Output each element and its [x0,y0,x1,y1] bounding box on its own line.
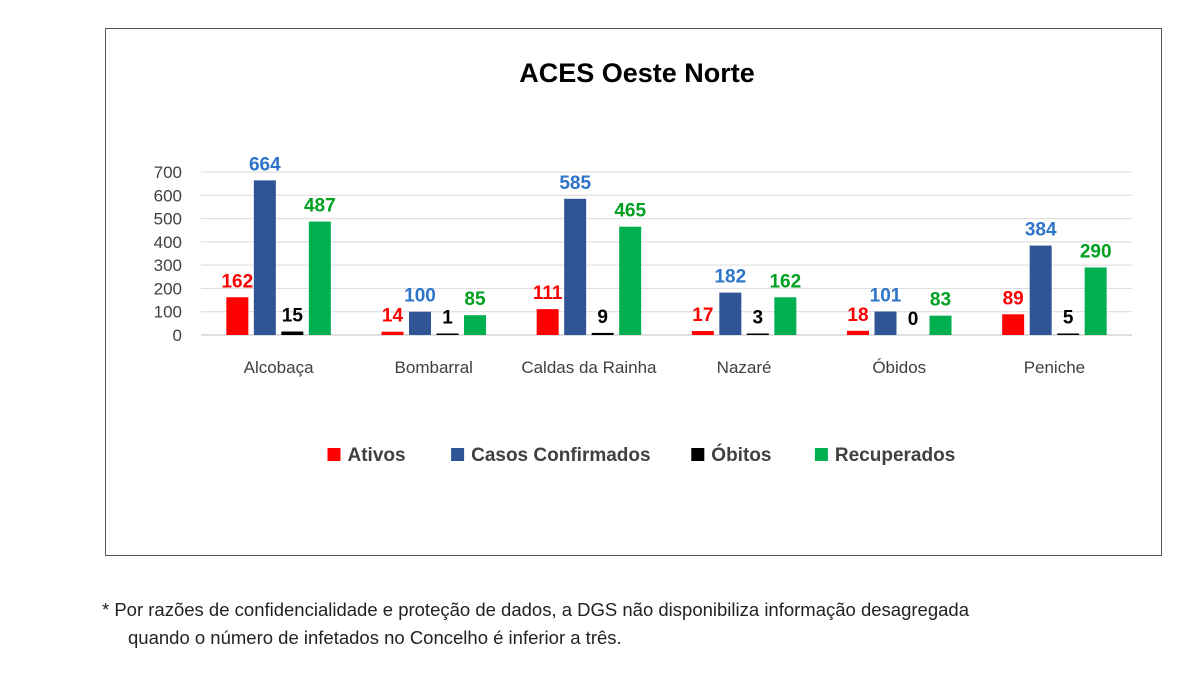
footnote-line-1: * Por razões de confidencialidade e prot… [102,599,969,620]
bar-recuperados [464,315,486,335]
y-tick-label: 500 [154,210,182,229]
y-tick-label: 200 [154,279,182,298]
data-label: 9 [597,307,608,328]
x-category-label: Bombarral [395,358,473,377]
data-label: 85 [464,289,486,310]
bar-ativos [847,330,869,335]
data-label: 585 [559,173,591,194]
data-label: 14 [382,306,404,327]
bar-ativos [226,297,249,335]
x-axis-categories: Alcobaça Bombarral Caldas da Rainha Nazaré Ó… [244,358,1086,377]
legend-label: Casos Confirmados [471,445,650,466]
data-label: 162 [221,271,253,292]
data-label: 1 [442,308,453,329]
y-tick-label: 300 [154,256,182,275]
data-label: 83 [930,290,951,311]
y-axis-ticks: 0 100 200 300 400 500 600 700 [154,163,182,345]
bar-casos-confirmados [564,198,587,335]
bar-casos-confirmados [1029,245,1052,335]
bar-óbitos [281,331,304,335]
bar-casos-confirmados [874,311,897,335]
data-label: 100 [404,286,436,307]
y-tick-label: 100 [154,303,182,322]
data-label: 17 [692,305,713,326]
bar-casos-confirmados [253,180,276,335]
legend-swatch [814,448,828,461]
y-tick-label: 0 [173,326,182,345]
footnote: * Por razões de confidencialidade e prot… [102,596,1182,652]
data-label: 89 [1003,288,1024,309]
bar-óbitos [436,333,459,335]
data-label: 3 [753,308,764,329]
legend-swatch [451,448,465,461]
bar-óbitos [1057,333,1080,335]
legend-label: Ativos [348,445,406,466]
legend: Ativos Casos Confirmados Óbitos Recuperados [327,444,955,466]
bar-recuperados [774,297,797,335]
bar-casos-confirmados [409,311,431,335]
bars [226,180,1107,335]
chart-svg: ACES Oeste Norte 0100200300400500600700 … [154,58,1132,466]
data-label: 15 [282,306,304,327]
data-label: 384 [1025,220,1057,241]
x-category-label: Caldas da Rainha [521,358,657,377]
bar-ativos [691,331,714,335]
data-label: 487 [304,196,336,217]
data-label: 0 [908,309,919,330]
bar-ativos [536,309,559,335]
chart-title: ACES Oeste Norte [519,58,755,88]
y-tick-label: 700 [154,163,182,182]
bar-recuperados [308,221,331,335]
bar-recuperados [1084,267,1107,335]
data-label: 182 [714,267,746,288]
bar-óbitos [746,333,769,335]
data-label: 162 [769,271,801,292]
legend-swatch [691,448,705,461]
bar-recuperados [929,315,952,335]
bar-ativos [1002,314,1025,335]
data-label: 465 [614,201,646,222]
bar-óbitos [591,332,614,335]
data-label: 664 [249,154,281,175]
bar-recuperados [619,226,642,335]
legend-label: Recuperados [835,445,955,466]
chart-frame: ACES Oeste Norte 0 100 200 300 400 500 600 700 … [105,28,1162,556]
grid-lines [201,171,1132,336]
x-category-label: Óbidos [872,358,926,377]
data-label: 290 [1080,241,1112,262]
legend-label: Óbitos [711,444,771,466]
x-category-label: Nazaré [717,358,772,377]
legend-swatch [327,448,341,461]
x-category-label: Peniche [1024,358,1085,377]
data-label: 111 [533,283,563,304]
data-label: 18 [847,305,868,326]
footnote-line-2: quando o número de infetados no Concelho… [128,627,622,648]
bar-casos-confirmados [719,292,742,335]
bar-ativos [381,331,404,335]
y-tick-label: 400 [154,233,182,252]
x-category-label: Alcobaça [244,358,314,377]
y-tick-label: 600 [154,186,182,205]
data-label: 5 [1063,308,1074,329]
data-label: 101 [870,285,902,306]
